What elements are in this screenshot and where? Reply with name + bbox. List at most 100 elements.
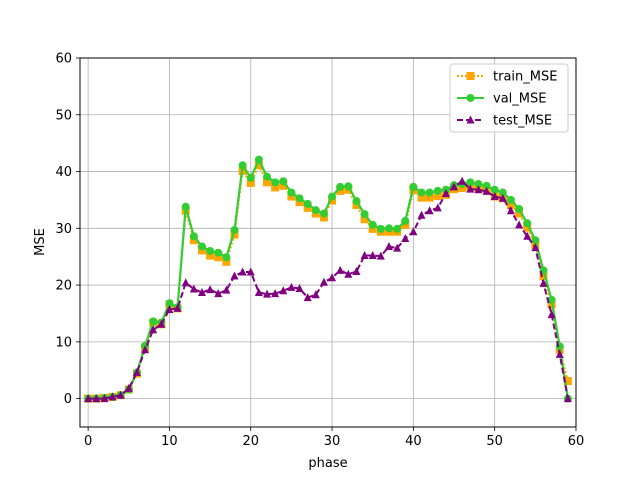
data-point-train_MSE	[254, 161, 263, 170]
data-point-val_MSE	[287, 188, 296, 197]
data-point-test_MSE	[124, 383, 133, 392]
data-point-val_MSE	[384, 224, 393, 233]
data-point-test_MSE	[401, 234, 410, 243]
data-point-test_MSE	[287, 282, 296, 291]
y-tick-label: 50	[55, 108, 72, 123]
data-point-test_MSE	[189, 284, 198, 293]
data-point-val_MSE	[474, 180, 483, 189]
data-point-test_MSE	[506, 206, 515, 215]
data-point-test_MSE	[482, 186, 491, 195]
data-point-test_MSE	[116, 390, 125, 399]
data-point-val_MSE	[165, 299, 174, 308]
data-point-val_MSE	[368, 220, 377, 229]
data-point-test_MSE	[515, 220, 524, 229]
data-point-val_MSE	[197, 242, 206, 251]
legend: train_MSE val_MSE test_MSE	[449, 63, 569, 133]
data-point-val_MSE	[409, 182, 418, 191]
data-point-test_MSE	[425, 206, 434, 215]
data-point-val_MSE	[393, 224, 402, 233]
data-point-test_MSE	[450, 182, 459, 191]
data-point-val_MSE	[506, 195, 515, 204]
data-point-val_MSE	[279, 177, 288, 186]
data-point-train_MSE	[214, 253, 223, 262]
data-point-test_MSE	[173, 303, 182, 312]
data-point-train_MSE	[425, 193, 434, 202]
legend-item-test_MSE: test_MSE	[457, 114, 552, 129]
data-point-test_MSE	[441, 189, 450, 198]
x-tick-label: 30	[324, 434, 341, 449]
data-point-test_MSE	[555, 349, 564, 358]
data-point-val_MSE	[466, 178, 475, 187]
data-point-test_MSE	[458, 176, 467, 185]
x-tick-label: 20	[242, 434, 259, 449]
data-point-val_MSE	[238, 161, 247, 170]
legend-box	[449, 63, 569, 133]
data-point-test_MSE	[141, 345, 150, 354]
data-point-test_MSE	[279, 286, 288, 295]
data-point-test_MSE	[523, 231, 532, 240]
data-point-val_MSE	[336, 182, 345, 191]
data-point-test_MSE	[531, 243, 540, 252]
data-point-test_MSE	[222, 285, 231, 294]
data-point-val_MSE	[214, 248, 223, 257]
data-point-test_MSE	[132, 368, 141, 377]
data-point-val_MSE	[417, 188, 426, 197]
data-point-val_MSE	[401, 216, 410, 225]
data-point-test_MSE	[206, 285, 215, 294]
data-point-val_MSE	[230, 226, 239, 235]
x-axis-label: phase	[308, 456, 347, 471]
data-point-test_MSE	[303, 293, 312, 302]
axis-ticks: 0 10 20 30 40 50 60 0 10 20 30 40 50 60	[55, 52, 584, 450]
legend-label-test_MSE: test_MSE	[493, 114, 552, 129]
data-point-test_MSE	[311, 290, 320, 299]
data-point-train_MSE	[279, 181, 288, 190]
data-point-val_MSE	[271, 178, 280, 187]
data-point-val_MSE	[303, 199, 312, 208]
legend-label-val_MSE: val_MSE	[493, 92, 546, 107]
y-tick-label: 10	[55, 335, 72, 350]
data-point-test_MSE	[319, 277, 328, 286]
data-point-val_MSE	[547, 295, 556, 304]
series-test_MSE	[84, 176, 572, 403]
data-point-test_MSE	[384, 241, 393, 250]
data-point-val_MSE	[515, 205, 524, 214]
data-point-train_MSE	[263, 178, 272, 187]
data-point-test_MSE	[100, 394, 109, 403]
data-point-val_MSE	[254, 155, 263, 164]
legend-item-train_MSE: train_MSE	[457, 70, 557, 85]
data-point-test_MSE	[238, 267, 247, 276]
data-point-val_MSE	[149, 317, 158, 326]
data-point-test_MSE	[376, 251, 385, 260]
x-tick-label: 0	[84, 434, 92, 449]
data-point-val_MSE	[425, 188, 434, 197]
data-point-train_MSE	[506, 201, 515, 210]
data-point-test_MSE	[417, 210, 426, 219]
data-point-train_MSE	[523, 223, 532, 232]
data-point-test_MSE	[295, 283, 304, 292]
legend-marker-test_MSE	[466, 115, 475, 124]
data-point-train_MSE	[230, 230, 239, 239]
data-point-train_MSE	[433, 191, 442, 200]
data-point-train_MSE	[246, 178, 255, 187]
data-point-test_MSE	[547, 310, 556, 319]
data-point-test_MSE	[214, 289, 223, 298]
data-point-train_MSE	[206, 251, 215, 260]
data-point-val_MSE	[360, 210, 369, 219]
data-point-test_MSE	[474, 185, 483, 194]
y-tick-label: 0	[64, 392, 72, 407]
data-point-val_MSE	[206, 247, 215, 256]
x-tick-label: 40	[405, 434, 422, 449]
legend-item-val_MSE: val_MSE	[457, 92, 546, 107]
data-point-test_MSE	[498, 193, 507, 202]
y-tick-label: 30	[55, 222, 72, 237]
data-point-val_MSE	[189, 232, 198, 241]
data-point-test_MSE	[197, 287, 206, 296]
data-point-val_MSE	[523, 219, 532, 228]
plot-frame	[79, 57, 577, 428]
data-point-test_MSE	[409, 227, 418, 236]
y-axis-label: MSE	[33, 228, 48, 256]
data-point-test_MSE	[108, 392, 117, 401]
x-tick-label: 10	[161, 434, 178, 449]
data-point-test_MSE	[230, 271, 239, 280]
